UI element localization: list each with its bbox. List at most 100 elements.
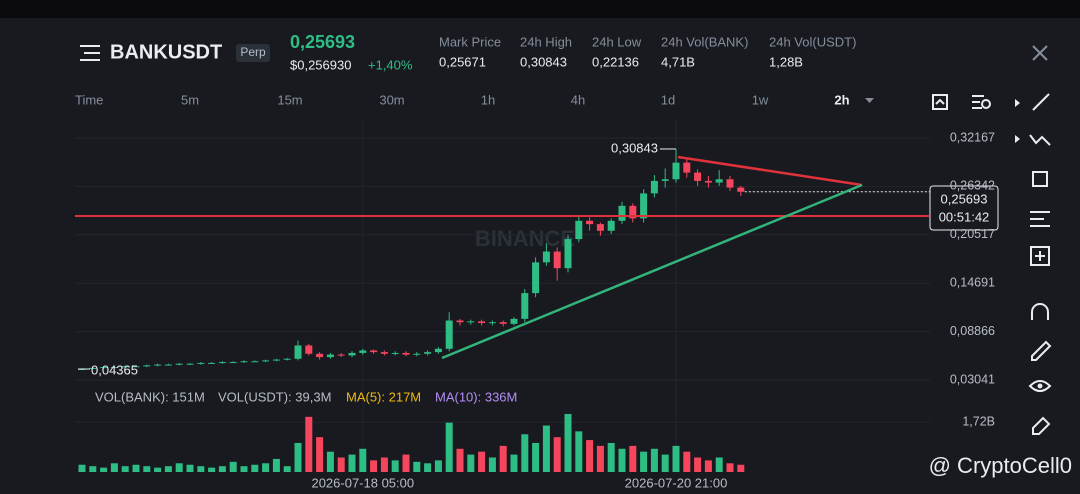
candle-body: [694, 172, 702, 181]
menu-icon[interactable]: [80, 45, 100, 61]
timeframe[interactable]: 4h: [571, 92, 585, 107]
volume-bar: [434, 460, 442, 472]
timeframe[interactable]: 15m: [277, 92, 302, 107]
timeframe[interactable]: 1h: [481, 92, 495, 107]
volume-bar: [78, 464, 86, 472]
volume-bar: [164, 466, 172, 472]
volume-bar: [348, 454, 356, 472]
volume-legend: VOL(BANK): 151M: [95, 389, 205, 404]
volume-bar: [175, 463, 183, 472]
candle-body: [218, 362, 226, 364]
candle-body: [132, 366, 140, 368]
x-tick-label: 2026-07-20 21:00: [625, 475, 728, 490]
y-tick-label: 0,03041: [950, 372, 995, 386]
volume-bar: [186, 464, 194, 472]
candle-body: [305, 345, 313, 354]
price-box: [929, 185, 999, 231]
volume-bar: [726, 463, 734, 472]
credit: @ CryptoCell0: [929, 453, 1072, 478]
volume-bar: [553, 437, 561, 472]
volume-bar: [521, 434, 529, 472]
candle-body: [434, 348, 442, 353]
candle-body: [640, 193, 648, 219]
candle-body: [478, 321, 486, 324]
volume-bar: [272, 458, 280, 472]
volume-bar: [121, 466, 129, 472]
volume-legend: VOL(USDT): 39,3M: [218, 389, 331, 404]
candle-body: [294, 345, 302, 359]
volume-bar: [694, 457, 702, 472]
volume-bar: [456, 448, 464, 472]
tool-icons[interactable]: [932, 93, 1052, 435]
volume-bar: [629, 445, 637, 472]
candle-body: [175, 363, 183, 365]
symbol[interactable]: BANKUSDT: [110, 41, 222, 63]
volume-bar: [542, 425, 550, 472]
candle-body: [596, 224, 604, 231]
candle-body: [208, 362, 216, 364]
timeframe[interactable]: Time: [75, 92, 103, 107]
candle-body: [618, 205, 626, 221]
support-line: [441, 183, 863, 360]
candle-body: [402, 352, 410, 355]
candle-body: [229, 362, 237, 364]
volume-bar: [337, 457, 345, 472]
volume-bar: [607, 442, 615, 472]
volume-bar: [672, 445, 680, 472]
candle-body: [521, 293, 529, 319]
last-price-label: 0,25693: [941, 191, 988, 206]
candle-body: [650, 180, 658, 194]
volume-bar: [100, 467, 108, 472]
candle-body: [380, 352, 388, 354]
volume-bar: [575, 431, 583, 472]
volume-bar: [467, 454, 475, 472]
volume-bar: [586, 440, 594, 472]
candle-body: [359, 350, 367, 353]
volume-bar: [283, 466, 291, 472]
close-icon[interactable]: [1032, 45, 1048, 61]
volume-bar: [326, 451, 334, 472]
chart: BINANCE 0,32167 0,26342 0,20517 0,14691 0,088…: [75, 120, 995, 490]
candle-body: [337, 354, 345, 356]
candle-body: [326, 354, 334, 358]
volume-bar: [704, 460, 712, 472]
usd-price: $0,256930: [290, 57, 351, 72]
stat-value: 1,28B: [769, 54, 803, 69]
volume-bar: [240, 466, 248, 472]
candle-body: [726, 179, 734, 188]
timeframe[interactable]: 2h: [834, 92, 849, 107]
candle-body: [316, 353, 324, 358]
candle-body: [661, 179, 669, 181]
volume-bar: [89, 466, 97, 472]
change: +1,40%: [368, 57, 413, 72]
timeframe[interactable]: 1d: [661, 92, 675, 107]
volume-bar: [316, 437, 324, 472]
volume-bar: [305, 416, 313, 472]
candle-body: [607, 220, 615, 231]
stat-label: Mark Price: [439, 34, 501, 49]
stat-value: 4,71B: [661, 54, 695, 69]
stat-value: 0,30843: [520, 54, 567, 69]
volume-bar: [370, 460, 378, 472]
volume-bar: [564, 413, 572, 472]
timeframe[interactable]: 30m: [379, 92, 404, 107]
candle-body: [683, 162, 691, 173]
candle-body: [413, 353, 421, 355]
stat-label: 24h Low: [592, 34, 642, 49]
stat-label: 24h High: [520, 34, 572, 49]
volume-bar: [683, 451, 691, 472]
volume-bar: [229, 461, 237, 472]
volume-bar: [499, 445, 507, 472]
low-label: 0,04365: [91, 362, 138, 377]
y-tick-label: 0,14691: [950, 276, 995, 290]
volume-bar: [402, 454, 410, 472]
candle-body: [737, 187, 745, 192]
candle-body: [424, 352, 432, 354]
y-tick-label: 0,08866: [950, 324, 995, 338]
volume-bar: [532, 442, 540, 472]
timeframe[interactable]: 5m: [181, 92, 199, 107]
candle-body: [89, 367, 97, 369]
candle-body: [715, 179, 723, 183]
candle-body: [121, 366, 129, 368]
timeframe[interactable]: 1w: [752, 92, 769, 107]
